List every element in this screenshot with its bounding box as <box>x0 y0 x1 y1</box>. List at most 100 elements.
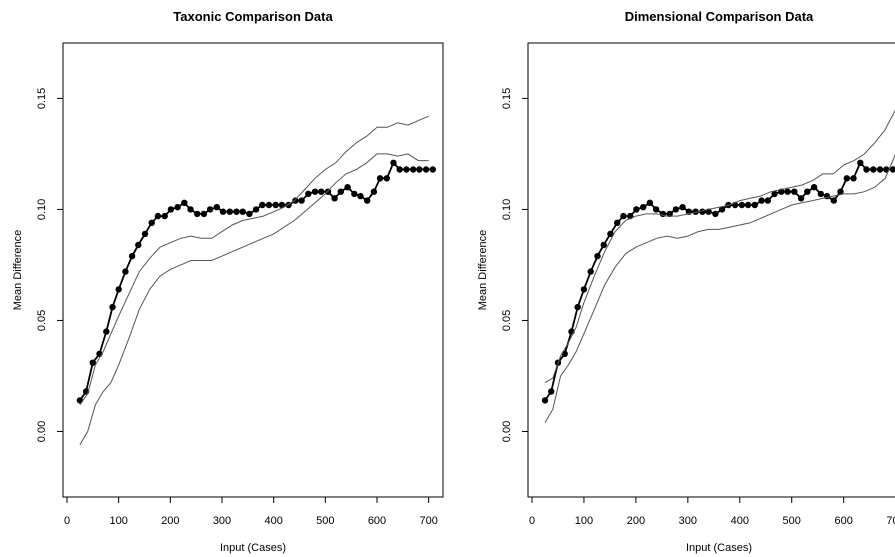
data-point <box>337 188 344 195</box>
observed-series-line <box>544 161 895 401</box>
data-point <box>843 175 850 182</box>
data-point <box>541 397 549 404</box>
data-point <box>620 212 627 220</box>
data-point <box>89 359 97 366</box>
data-point <box>614 219 621 226</box>
data-point <box>429 166 436 173</box>
data-point <box>181 199 188 206</box>
reference-line-1 <box>544 109 895 384</box>
data-point <box>239 208 246 215</box>
data-point <box>410 166 417 173</box>
data-point <box>744 201 752 209</box>
data-point <box>797 195 805 202</box>
data-point <box>200 210 208 218</box>
data-point <box>331 195 338 202</box>
data-point <box>154 212 162 220</box>
y-tick-label: 0.10 <box>36 199 48 220</box>
data-point <box>817 190 824 198</box>
x-axis-label: Input (Cases) <box>220 542 286 554</box>
data-point <box>764 197 771 204</box>
chart-title: Dimensional Comparison Data <box>625 9 814 24</box>
data-point <box>692 208 699 215</box>
data-point <box>376 175 384 182</box>
data-point <box>187 206 194 213</box>
panel-dimensional: Dimensional Comparison Data Input (Cases… <box>477 9 895 554</box>
data-point <box>252 206 260 213</box>
data-point <box>148 219 155 226</box>
data-point <box>219 208 227 215</box>
data-point <box>652 206 660 213</box>
reference-line-2 <box>544 154 895 423</box>
data-point <box>679 204 686 211</box>
data-point <box>416 166 423 173</box>
reference-line-1 <box>79 115 429 406</box>
data-point <box>738 201 746 209</box>
panel-taxonic: Taxonic Comparison Data Input (Cases) Me… <box>12 9 444 554</box>
data-point <box>751 201 758 209</box>
data-point <box>646 199 654 206</box>
data-point <box>76 397 84 404</box>
data-point <box>791 188 798 195</box>
x-tick-label: 700 <box>419 515 437 527</box>
data-point <box>344 184 351 191</box>
x-axis-label: Input (Cases) <box>686 542 752 554</box>
x-tick-label: 700 <box>886 515 895 527</box>
x-tick-label: 200 <box>161 515 179 527</box>
data-point <box>141 230 149 238</box>
data-point <box>103 328 110 335</box>
data-point <box>863 166 870 173</box>
data-point <box>115 286 122 293</box>
x-tick-label: 100 <box>575 515 593 527</box>
data-point <box>718 206 726 213</box>
data-point <box>784 188 791 195</box>
data-point <box>318 188 325 195</box>
data-point <box>351 190 358 198</box>
plot-frame <box>62 42 444 498</box>
data-point <box>194 210 201 218</box>
y-axis-label: Mean Difference <box>12 230 24 311</box>
data-point <box>876 166 884 173</box>
data-point <box>161 212 168 220</box>
data-point <box>292 197 299 204</box>
data-point <box>278 201 286 209</box>
data-point <box>548 388 555 395</box>
data-point <box>305 190 312 198</box>
data-point <box>633 206 640 213</box>
x-tick-label: 500 <box>783 515 801 527</box>
data-point <box>771 190 778 198</box>
data-point <box>370 188 378 195</box>
x-tick-label: 600 <box>368 515 386 527</box>
data-point <box>666 210 673 218</box>
plot-frame <box>527 42 895 498</box>
data-point <box>226 208 233 215</box>
data-point <box>857 159 864 166</box>
data-point <box>259 201 266 209</box>
x-tick-label: 100 <box>109 515 127 527</box>
y-tick-label: 0.10 <box>501 199 513 220</box>
x-tick-label: 500 <box>316 515 334 527</box>
y-axis-label: Mean Difference <box>477 230 489 311</box>
data-point <box>357 192 364 200</box>
x-tick-label: 400 <box>731 515 749 527</box>
chart-title: Taxonic Comparison Data <box>173 9 333 24</box>
data-point <box>109 303 116 311</box>
data-point <box>587 268 594 275</box>
x-tick-label: 0 <box>529 515 535 527</box>
data-point <box>804 188 811 195</box>
data-point <box>594 252 601 260</box>
y-tick-label: 0.00 <box>501 421 513 442</box>
data-point <box>396 166 403 173</box>
data-point <box>206 206 214 213</box>
data-point <box>810 184 818 191</box>
y-tick-label: 0.05 <box>501 310 513 331</box>
data-point <box>600 241 607 249</box>
data-point <box>403 166 410 173</box>
data-point <box>607 230 614 238</box>
data-point <box>758 197 765 204</box>
data-point <box>167 206 175 213</box>
data-point <box>640 204 647 211</box>
x-tick-label: 200 <box>627 515 645 527</box>
data-point <box>672 206 680 213</box>
data-point <box>889 166 895 173</box>
